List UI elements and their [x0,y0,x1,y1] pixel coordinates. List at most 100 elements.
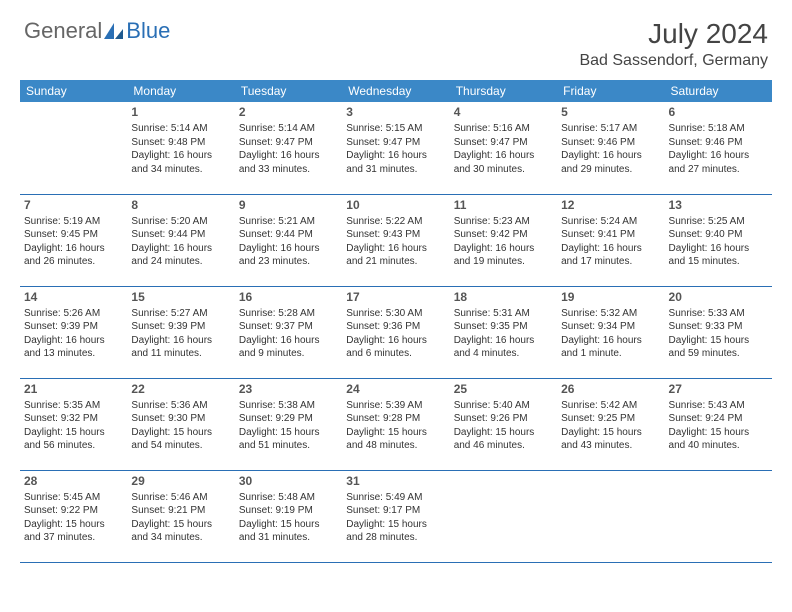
sunrise-text: Sunrise: 5:27 AM [131,307,230,321]
day-number: 8 [131,197,230,213]
sunset-text: Sunset: 9:28 PM [346,412,445,426]
day-number: 29 [131,473,230,489]
sunrise-text: Sunrise: 5:14 AM [131,122,230,136]
daylight-text: and 46 minutes. [454,439,553,453]
daylight-text: Daylight: 16 hours [561,334,660,348]
sunrise-text: Sunrise: 5:26 AM [24,307,123,321]
daylight-text: and 29 minutes. [561,163,660,177]
sunset-text: Sunset: 9:22 PM [24,504,123,518]
sunrise-text: Sunrise: 5:30 AM [346,307,445,321]
daylight-text: and 6 minutes. [346,347,445,361]
calendar-table: SundayMondayTuesdayWednesdayThursdayFrid… [20,80,772,563]
weekday-header: Friday [557,80,664,102]
calendar-day: 16Sunrise: 5:28 AMSunset: 9:37 PMDayligh… [235,286,342,378]
sunrise-text: Sunrise: 5:22 AM [346,215,445,229]
calendar-day: 13Sunrise: 5:25 AMSunset: 9:40 PMDayligh… [665,194,772,286]
sunrise-text: Sunrise: 5:39 AM [346,399,445,413]
day-number: 27 [669,381,768,397]
daylight-text: and 51 minutes. [239,439,338,453]
day-number: 15 [131,289,230,305]
calendar-day: 22Sunrise: 5:36 AMSunset: 9:30 PMDayligh… [127,378,234,470]
sunrise-text: Sunrise: 5:20 AM [131,215,230,229]
daylight-text: Daylight: 16 hours [346,334,445,348]
daylight-text: Daylight: 16 hours [239,149,338,163]
daylight-text: Daylight: 15 hours [669,426,768,440]
day-number: 17 [346,289,445,305]
day-number: 31 [346,473,445,489]
daylight-text: and 48 minutes. [346,439,445,453]
sunrise-text: Sunrise: 5:18 AM [669,122,768,136]
daylight-text: Daylight: 15 hours [669,334,768,348]
daylight-text: and 26 minutes. [24,255,123,269]
daylight-text: and 43 minutes. [561,439,660,453]
daylight-text: Daylight: 16 hours [239,242,338,256]
sunrise-text: Sunrise: 5:24 AM [561,215,660,229]
daylight-text: Daylight: 15 hours [131,518,230,532]
sunset-text: Sunset: 9:29 PM [239,412,338,426]
sunrise-text: Sunrise: 5:38 AM [239,399,338,413]
daylight-text: and 24 minutes. [131,255,230,269]
daylight-text: and 13 minutes. [24,347,123,361]
calendar-day [450,470,557,562]
sunset-text: Sunset: 9:36 PM [346,320,445,334]
weekday-header: Wednesday [342,80,449,102]
calendar-day: 18Sunrise: 5:31 AMSunset: 9:35 PMDayligh… [450,286,557,378]
calendar-day: 4Sunrise: 5:16 AMSunset: 9:47 PMDaylight… [450,102,557,194]
sunset-text: Sunset: 9:21 PM [131,504,230,518]
calendar-day: 29Sunrise: 5:46 AMSunset: 9:21 PMDayligh… [127,470,234,562]
day-number: 22 [131,381,230,397]
daylight-text: and 31 minutes. [346,163,445,177]
weekday-header: Saturday [665,80,772,102]
day-number: 28 [24,473,123,489]
calendar-day: 9Sunrise: 5:21 AMSunset: 9:44 PMDaylight… [235,194,342,286]
calendar-day: 31Sunrise: 5:49 AMSunset: 9:17 PMDayligh… [342,470,449,562]
day-number: 30 [239,473,338,489]
daylight-text: and 31 minutes. [239,531,338,545]
day-number: 25 [454,381,553,397]
sunset-text: Sunset: 9:37 PM [239,320,338,334]
calendar-day [557,470,664,562]
calendar-day: 21Sunrise: 5:35 AMSunset: 9:32 PMDayligh… [20,378,127,470]
sunrise-text: Sunrise: 5:42 AM [561,399,660,413]
daylight-text: and 37 minutes. [24,531,123,545]
daylight-text: Daylight: 15 hours [239,426,338,440]
sunset-text: Sunset: 9:47 PM [454,136,553,150]
day-number: 24 [346,381,445,397]
sunrise-text: Sunrise: 5:36 AM [131,399,230,413]
day-number: 11 [454,197,553,213]
calendar-day: 26Sunrise: 5:42 AMSunset: 9:25 PMDayligh… [557,378,664,470]
sunrise-text: Sunrise: 5:31 AM [454,307,553,321]
sunrise-text: Sunrise: 5:14 AM [239,122,338,136]
daylight-text: and 27 minutes. [669,163,768,177]
calendar-day: 27Sunrise: 5:43 AMSunset: 9:24 PMDayligh… [665,378,772,470]
day-number: 12 [561,197,660,213]
daylight-text: and 17 minutes. [561,255,660,269]
day-number: 1 [131,104,230,120]
sunset-text: Sunset: 9:39 PM [131,320,230,334]
sunset-text: Sunset: 9:26 PM [454,412,553,426]
weekday-header: Thursday [450,80,557,102]
daylight-text: and 9 minutes. [239,347,338,361]
sunrise-text: Sunrise: 5:33 AM [669,307,768,321]
weekday-header: Tuesday [235,80,342,102]
sunset-text: Sunset: 9:30 PM [131,412,230,426]
sunset-text: Sunset: 9:40 PM [669,228,768,242]
daylight-text: and 54 minutes. [131,439,230,453]
sunset-text: Sunset: 9:33 PM [669,320,768,334]
day-number: 21 [24,381,123,397]
daylight-text: and 23 minutes. [239,255,338,269]
sunset-text: Sunset: 9:32 PM [24,412,123,426]
sunrise-text: Sunrise: 5:48 AM [239,491,338,505]
daylight-text: Daylight: 16 hours [669,149,768,163]
calendar-day: 24Sunrise: 5:39 AMSunset: 9:28 PMDayligh… [342,378,449,470]
daylight-text: Daylight: 15 hours [24,426,123,440]
sunrise-text: Sunrise: 5:28 AM [239,307,338,321]
calendar-day [20,102,127,194]
calendar-day: 19Sunrise: 5:32 AMSunset: 9:34 PMDayligh… [557,286,664,378]
calendar-day: 3Sunrise: 5:15 AMSunset: 9:47 PMDaylight… [342,102,449,194]
day-number: 13 [669,197,768,213]
sunset-text: Sunset: 9:44 PM [131,228,230,242]
calendar-day: 30Sunrise: 5:48 AMSunset: 9:19 PMDayligh… [235,470,342,562]
calendar-body: 1Sunrise: 5:14 AMSunset: 9:48 PMDaylight… [20,102,772,562]
calendar-day: 6Sunrise: 5:18 AMSunset: 9:46 PMDaylight… [665,102,772,194]
